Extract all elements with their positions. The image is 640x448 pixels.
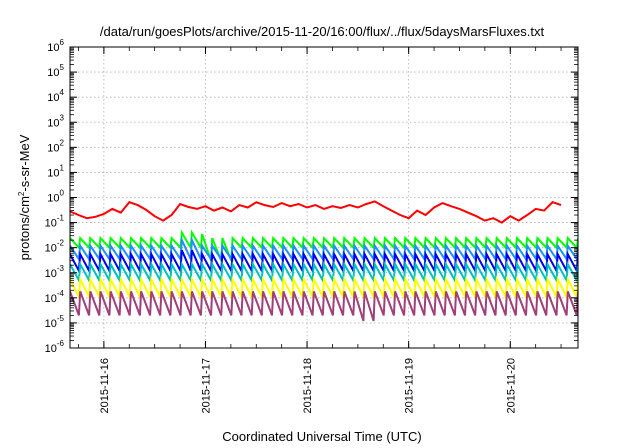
- y-tick-base: 10: [47, 67, 59, 79]
- y-tick-exp: 0: [60, 189, 65, 198]
- y-tick-base: 10: [47, 117, 59, 129]
- series-line-6: [70, 275, 578, 301]
- y-tick-base: 10: [47, 193, 59, 205]
- series-line-7: [70, 291, 578, 322]
- y-axis-label: protons/cm2-s-sr-MeV: [17, 134, 32, 260]
- y-tick-exp: -4: [57, 289, 65, 298]
- y-axis: 10-610-510-410-310-210-11001011021031041…: [45, 38, 578, 355]
- y-tick-label: 10-4: [45, 289, 65, 305]
- y-tick-label: 10-5: [45, 314, 65, 330]
- y-tick-label: 101: [47, 163, 64, 179]
- y-tick-label: 10-6: [45, 339, 65, 355]
- y-tick-base: 10: [45, 218, 57, 230]
- y-tick-label: 106: [47, 38, 64, 54]
- y-tick-exp: -2: [57, 239, 65, 248]
- y-tick-base: 10: [47, 142, 59, 154]
- y-tick-exp: 4: [60, 88, 65, 97]
- y-tick-base: 10: [45, 293, 57, 305]
- y-tick-base: 10: [45, 268, 57, 280]
- x-tick-label: 2015-11-20: [505, 358, 517, 413]
- x-tick-label: 2015-11-17: [200, 358, 212, 413]
- y-tick-base: 10: [45, 318, 57, 330]
- y-tick-label: 10-3: [45, 264, 65, 280]
- y-tick-label: 100: [47, 189, 64, 205]
- y-axis-label-base: protons/cm: [17, 196, 32, 260]
- y-tick-base: 10: [47, 92, 59, 104]
- y-tick-label: 104: [47, 88, 64, 104]
- y-tick-base: 10: [47, 167, 59, 179]
- y-tick-label: 10-2: [45, 239, 65, 255]
- series-line-5: [70, 260, 578, 284]
- y-tick-label: 103: [47, 113, 64, 129]
- x-tick-label: 2015-11-19: [404, 358, 416, 413]
- y-tick-label: 10-1: [45, 214, 65, 230]
- y-tick-base: 10: [47, 42, 59, 54]
- chart-title: /data/run/goesPlots/archive/2015-11-20/1…: [100, 24, 545, 39]
- y-tick-exp: -5: [57, 314, 65, 323]
- series-layer: [70, 200, 578, 322]
- y-axis-label-rest: -s-sr-MeV: [17, 134, 32, 191]
- series-line-1: [70, 200, 562, 224]
- y-tick-base: 10: [45, 243, 57, 255]
- y-tick-exp: -6: [57, 339, 65, 348]
- x-axis-label: Coordinated Universal Time (UTC): [222, 429, 421, 444]
- y-axis-label-sup: 2: [17, 191, 26, 196]
- x-axis: 2015-11-16 2015-11-17 2015-11-18 2015-11-19…: [78, 47, 562, 413]
- x-tick-label: 2015-11-16: [99, 358, 111, 413]
- y-tick-base: 10: [45, 343, 57, 355]
- y-tick-exp: 2: [60, 138, 65, 147]
- y-tick-exp: 5: [60, 63, 65, 72]
- y-tick-exp: -3: [57, 264, 65, 273]
- y-tick-label: 102: [47, 138, 64, 154]
- y-tick-label: 105: [47, 63, 64, 79]
- y-tick-exp: 6: [60, 38, 65, 47]
- y-tick-exp: 1: [60, 163, 65, 172]
- x-tick-label: 2015-11-18: [302, 358, 314, 413]
- y-tick-exp: -1: [57, 214, 65, 223]
- y-tick-exp: 3: [60, 113, 65, 122]
